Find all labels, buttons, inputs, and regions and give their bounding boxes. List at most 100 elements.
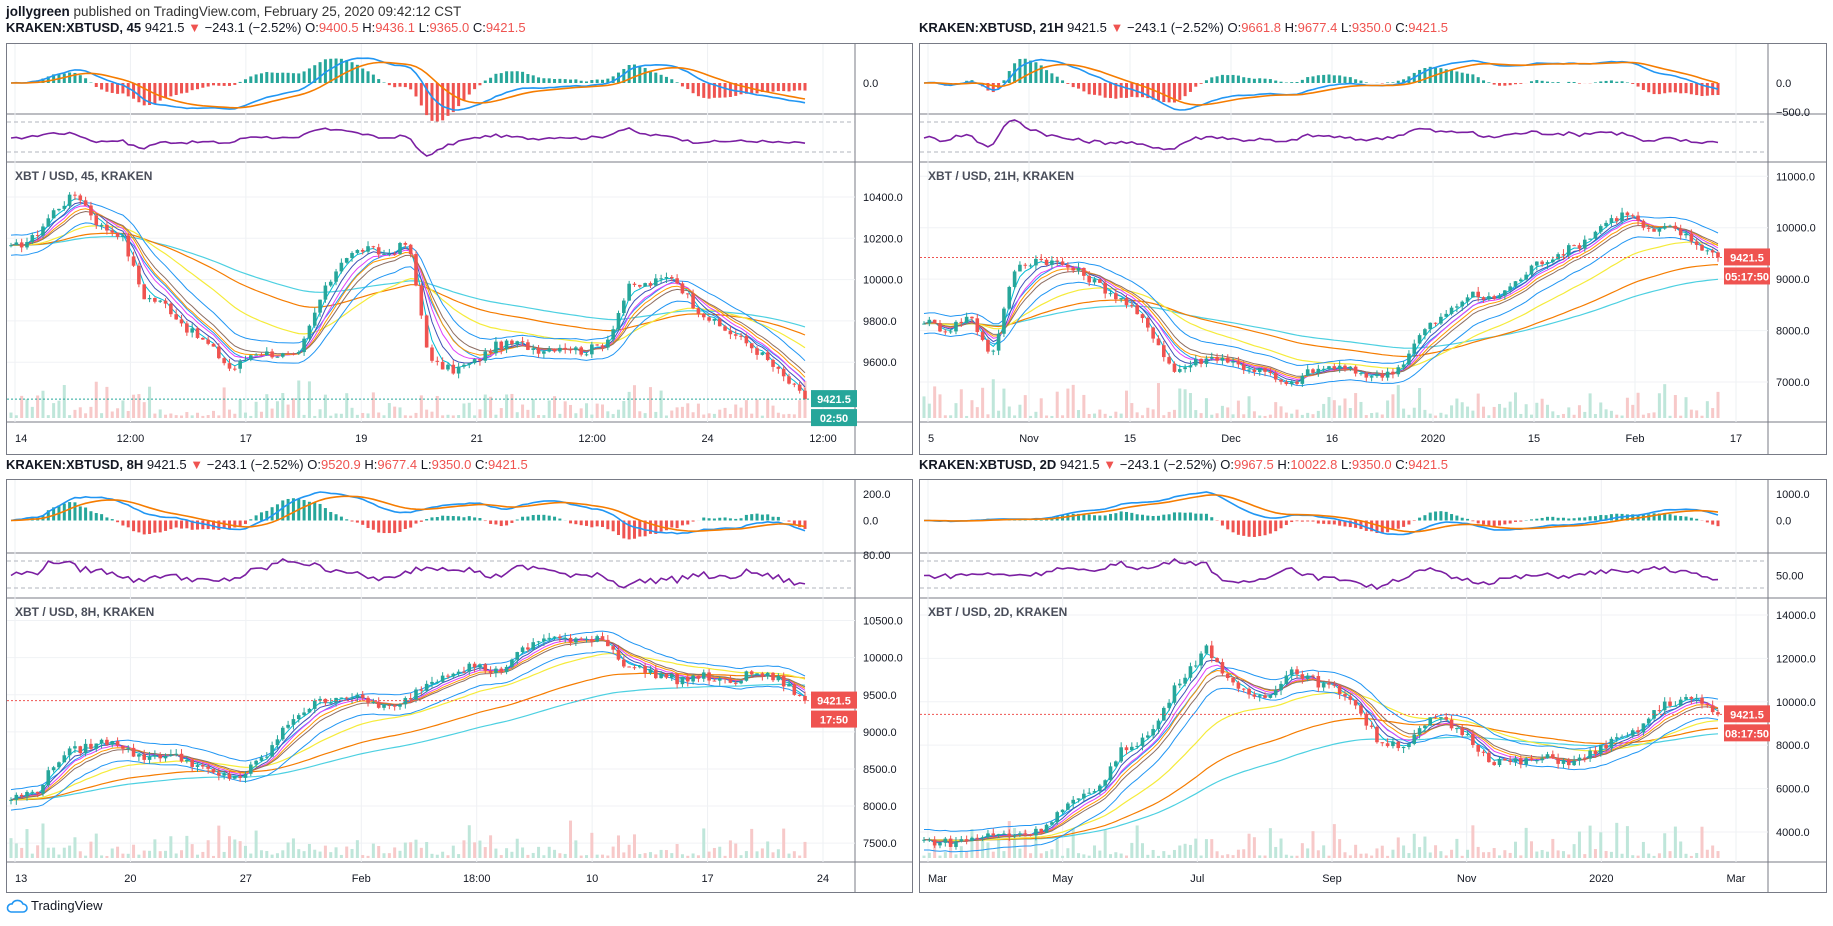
macd-histogram-bar — [180, 83, 184, 94]
candle — [1513, 755, 1518, 766]
chart-svg[interactable]: 10500.010000.09500.09000.08500.08000.075… — [7, 480, 912, 892]
chart-panel-p21h[interactable]: 11000.0 10000.0 9000.0 8000.0 7000.0 9421.5 05… — [919, 43, 1827, 455]
volume-bar — [1386, 855, 1390, 858]
macd-histogram-bar — [616, 520, 620, 536]
rsi-axis-tick: 80.00 — [863, 550, 891, 562]
ribbon-line — [923, 653, 1719, 845]
candle — [270, 348, 274, 359]
chart-panel-p8h[interactable]: 10500.0 10000.0 9500.0 9000.0 8500.0 8000.0 75… — [6, 479, 913, 893]
macd-histogram-bar — [68, 72, 72, 83]
volume-bar — [30, 406, 34, 418]
volume-bar — [755, 851, 759, 858]
ema-line — [924, 717, 1719, 841]
candle — [467, 362, 472, 369]
candle — [1689, 229, 1694, 245]
bollinger-band — [924, 667, 1719, 832]
candle — [1503, 758, 1507, 761]
candle — [1652, 226, 1656, 232]
candle — [1364, 711, 1369, 730]
volume-bar — [734, 843, 738, 858]
symbol-label[interactable]: KRAKEN:XBTUSD, 21H — [919, 20, 1064, 35]
candle — [638, 665, 642, 669]
tradingview-logo[interactable]: TradingView — [6, 898, 103, 913]
macd-histogram-bar — [403, 83, 407, 88]
candle — [1023, 829, 1028, 837]
low-value: 9350.0 — [1351, 20, 1392, 35]
ema-line — [10, 652, 806, 801]
volume-bar — [1263, 415, 1267, 418]
candle — [73, 191, 77, 201]
volume-bar — [158, 851, 162, 858]
volume-bar — [1156, 855, 1160, 858]
macd-histogram-bar — [1450, 514, 1454, 521]
candle — [131, 251, 136, 268]
macd-histogram-bar — [1482, 80, 1486, 83]
macd-histogram-bar — [1258, 520, 1262, 537]
volume-bar — [1119, 853, 1123, 858]
macd-histogram-bar — [734, 83, 738, 96]
volume-bar — [137, 394, 141, 418]
candle — [238, 771, 242, 782]
volume-bar — [670, 853, 674, 858]
candle — [595, 344, 599, 346]
candle — [472, 661, 477, 673]
macd-histogram-bar — [1657, 83, 1661, 95]
symbol-label[interactable]: KRAKEN:XBTUSD, 2D — [919, 457, 1057, 472]
macd-histogram-bar — [105, 83, 109, 92]
symbol-label[interactable]: KRAKEN:XBTUSD, 8H — [6, 457, 144, 472]
macd-histogram-bar — [78, 75, 82, 83]
macd-histogram-bar — [217, 520, 221, 530]
macd-histogram-bar — [766, 514, 770, 521]
volume-bar — [116, 408, 120, 418]
macd-histogram-bar — [1402, 79, 1406, 83]
volume-bar — [1204, 839, 1208, 858]
macd-histogram-bar — [190, 520, 194, 530]
macd-axis-tick: −500.0 — [1776, 107, 1810, 119]
chart-svg[interactable]: 11000.010000.09000.08000.07000.09421.505… — [920, 44, 1826, 454]
candle — [1023, 262, 1028, 269]
macd-histogram-bar — [46, 76, 50, 83]
macd-histogram-bar — [1338, 520, 1342, 526]
panel-header: KRAKEN:XBTUSD, 8H 9421.5 ▼ −243.1 (−2.52… — [6, 457, 528, 472]
candle — [1183, 364, 1187, 373]
macd-histogram-bar — [1652, 83, 1656, 95]
candle — [1673, 701, 1678, 707]
volume-bar — [664, 850, 668, 858]
candle — [1545, 751, 1550, 759]
macd-histogram-bar — [1620, 81, 1624, 83]
chart-panel-p2d[interactable]: 14000.0 12000.0 10000.0 8000.0 6000.0 4000.0 9… — [919, 479, 1827, 893]
macd-histogram-bar — [1242, 77, 1246, 83]
candle — [217, 343, 221, 360]
macd-histogram-bar — [196, 83, 200, 90]
volume-bar — [1455, 838, 1459, 858]
chart-svg[interactable]: 14000.012000.010000.08000.06000.04000.09… — [920, 480, 1826, 892]
grid — [920, 44, 1768, 422]
chart-panel-p45[interactable]: 10400.0 10200.0 10000.0 9800.0 9600.0 9421.5 0… — [6, 43, 913, 455]
volume-bar — [222, 851, 226, 858]
macd-histogram-bar — [323, 508, 327, 521]
candles — [9, 191, 807, 400]
volume-bar — [1609, 410, 1613, 418]
macd-histogram-bar — [169, 83, 173, 97]
symbol-label[interactable]: KRAKEN:XBTUSD, 45 — [6, 20, 142, 35]
volume-bar — [1236, 400, 1240, 418]
candle — [1455, 727, 1459, 733]
author-name[interactable]: jollygreen — [6, 4, 70, 19]
chart-svg[interactable]: 10400.010200.010000.09800.09600.09421.50… — [7, 44, 912, 454]
candle — [1007, 829, 1012, 841]
candle — [938, 320, 942, 333]
macd-histogram-bar — [1178, 512, 1182, 521]
candle — [728, 326, 733, 340]
macd-histogram-bar — [1588, 516, 1592, 521]
macd-histogram-bar — [238, 81, 242, 83]
ribbon-line — [10, 205, 806, 383]
candle — [14, 792, 19, 805]
ribbon-line — [923, 219, 1719, 381]
volume-bar — [1178, 388, 1182, 418]
volume-bar — [1093, 845, 1097, 858]
volume-bar — [334, 413, 338, 418]
candle — [1694, 238, 1699, 250]
macd-histogram-bar — [1146, 515, 1150, 521]
macd-histogram-bar — [94, 513, 98, 521]
macd-histogram-bar — [211, 83, 215, 86]
